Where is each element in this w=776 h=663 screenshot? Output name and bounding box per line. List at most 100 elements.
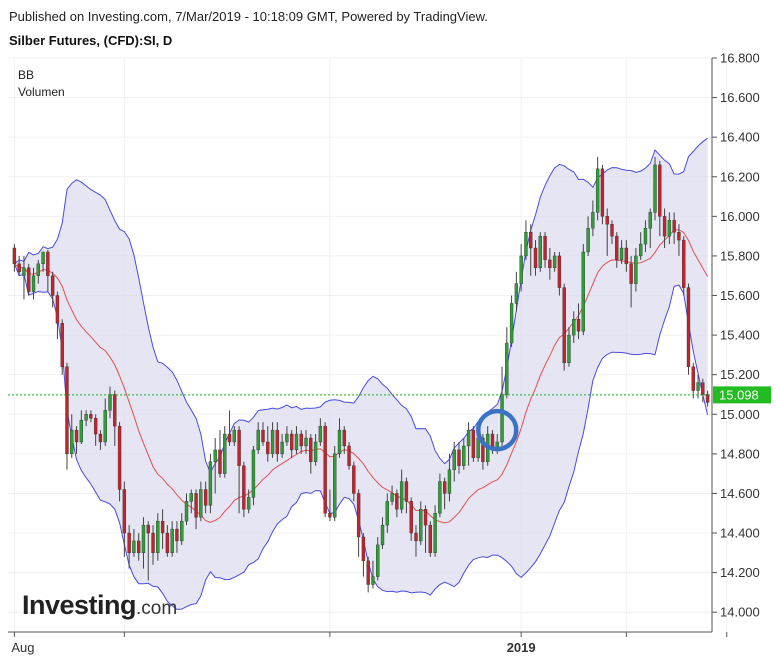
candle-body <box>65 366 69 455</box>
candle-body <box>682 239 686 288</box>
candle-body <box>576 319 581 332</box>
candle-body <box>629 263 633 284</box>
candle-body <box>380 524 385 546</box>
candle-body <box>165 532 170 554</box>
candle-body <box>385 501 389 526</box>
y-tick-label: 16.400 <box>720 130 760 145</box>
candle-body <box>256 429 260 451</box>
candle-body <box>213 449 217 462</box>
instrument-title: Silber Futures, (CFD):SI, D <box>9 33 173 48</box>
candle-body <box>696 382 700 391</box>
candle-body <box>27 267 31 292</box>
candle-body <box>691 366 695 391</box>
candle-body <box>481 437 485 462</box>
candle-body <box>218 449 222 474</box>
candle-body <box>705 394 710 403</box>
candle-body <box>677 231 681 241</box>
candle-body <box>514 283 519 304</box>
candle-body <box>36 263 40 276</box>
candle-body <box>79 420 84 443</box>
candle-body <box>22 267 26 276</box>
candle-body <box>275 429 280 455</box>
candle-body <box>203 489 208 506</box>
y-tick-label: 16.800 <box>720 51 760 66</box>
candle-body <box>500 394 504 443</box>
candle-body <box>41 251 45 265</box>
candle-body <box>356 493 361 538</box>
candle-body <box>12 247 17 265</box>
candle-body <box>648 212 652 229</box>
candle-body <box>586 228 590 253</box>
candle-body <box>50 275 55 296</box>
candle-body <box>117 425 122 490</box>
indicator-volume-label[interactable]: Volumen <box>18 85 65 99</box>
candle-body <box>572 319 576 336</box>
candle-body <box>246 497 251 510</box>
candle-body <box>419 509 423 542</box>
candle-body <box>342 429 346 447</box>
candle-body <box>352 465 356 494</box>
candle-body <box>132 540 136 554</box>
candle-body <box>299 433 303 447</box>
candle-body <box>562 287 566 364</box>
candle-body <box>658 164 662 217</box>
investing-logo: Investing.com <box>22 590 178 620</box>
candle-body <box>462 445 466 466</box>
y-tick-label: 14.600 <box>720 486 760 501</box>
candle-body <box>552 255 557 269</box>
candle-body <box>557 255 562 288</box>
candle-body <box>686 287 691 367</box>
candle-body <box>466 429 471 447</box>
candle-body <box>285 433 289 443</box>
candle-body <box>309 437 313 462</box>
y-tick-label: 15.800 <box>720 248 760 263</box>
candle-body <box>610 224 614 237</box>
candle-body <box>289 433 294 451</box>
candle-body <box>189 493 193 502</box>
bb-basis <box>14 229 709 524</box>
candle-body <box>581 251 585 332</box>
candle-body <box>313 441 318 462</box>
candle-body <box>108 394 112 411</box>
candle-body <box>318 425 323 443</box>
candle-body <box>662 216 667 237</box>
candle-body <box>643 228 648 245</box>
candle-body <box>615 235 619 261</box>
candle-body <box>433 513 437 554</box>
candle-body <box>261 429 265 443</box>
candle-body <box>519 255 523 284</box>
candle-body <box>524 231 528 257</box>
candle-body <box>251 449 256 498</box>
candle-body <box>280 441 284 455</box>
candle-body <box>323 425 327 514</box>
candle-body <box>452 449 456 470</box>
candle-body <box>31 275 36 292</box>
candle-body <box>17 263 21 272</box>
candle-body <box>223 433 227 474</box>
current-price-label-bg <box>713 386 771 404</box>
y-tick-label: 14.000 <box>720 605 760 620</box>
candle-body <box>361 536 366 561</box>
candle-body <box>93 418 98 435</box>
highlight-circle <box>476 408 519 452</box>
candle-body <box>127 532 131 554</box>
candle-body <box>89 414 93 419</box>
candle-body <box>409 501 413 534</box>
candle-body <box>199 489 203 518</box>
candle-body <box>270 429 275 455</box>
candle-body <box>333 453 337 518</box>
candle-body <box>438 481 442 514</box>
candle-body <box>160 520 165 534</box>
indicator-bb-label[interactable]: BB <box>18 68 35 82</box>
candle-body <box>194 493 198 518</box>
candle-body <box>390 493 394 502</box>
candle-body <box>170 528 174 554</box>
candle-body <box>103 410 107 443</box>
candle-body <box>529 231 533 249</box>
candle-body <box>591 212 595 229</box>
candle-body <box>701 382 705 395</box>
candle-body <box>428 524 433 554</box>
bb-lower <box>13 263 709 610</box>
candle-body <box>55 295 60 324</box>
